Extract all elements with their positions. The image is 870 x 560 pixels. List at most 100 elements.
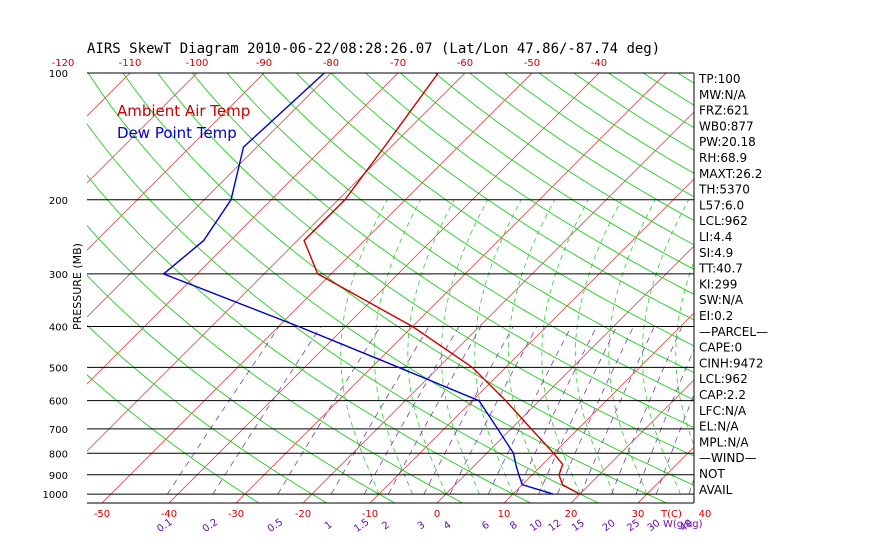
pressure-tick-label: 400 [49,323,68,334]
isotherm-line [87,73,265,251]
stat-item: CAP:2.2 [699,388,746,402]
legend-air-temp: Ambient Air Temp [117,102,250,120]
dry-adiabat [226,73,694,401]
isotherm-line [87,73,399,385]
top-temp-tick-label: -40 [591,58,607,69]
pressure-tick-label: 100 [49,69,68,80]
mixing-ratio-tick-label: 0.5 [266,517,285,535]
stat-item: L57:6.0 [699,198,744,212]
mixing-ratio-tick-label: 4 [442,520,454,533]
pressure-tick-label: 900 [49,471,68,482]
mixing-ratio-tick-label: 30 [646,518,663,534]
dew-point-line [162,73,554,495]
mixing-ratio-tick-label: 0.2 [201,517,220,535]
stat-item: LCL:962 [699,214,748,228]
bottom-temp-tick-label: -30 [228,509,244,520]
top-temp-tick-label: -110 [119,58,142,69]
dry-adiabat [122,73,694,486]
axes: -50 -40 -30 -20 -10 0 10 20 30 40-120 -110 -100 -90-… [52,58,712,535]
stat-item: TP:100 [698,72,741,86]
dry-adiabat [365,73,694,295]
stat-item: CINH:9472 [699,356,764,370]
mixing-ratio-line [580,326,655,495]
mixing-ratio-tick-label: 2 [380,520,392,533]
mixing-ratio-tick-label: 12 [547,518,564,534]
stat-item: TT:40.7 [698,262,743,276]
stat-item: SI:4.9 [699,246,733,260]
mixing-ratio-tick-label: 25 [625,518,642,534]
moist-adiabat [373,199,421,495]
bottom-temp-tick-label: -20 [295,509,311,520]
x-axis-unit-label: T(C) [660,509,682,520]
stat-item: WB0:877 [699,119,754,133]
dry-adiabat [87,374,260,503]
mixing-ratio-tick-label: 3 [416,520,428,533]
bottom-temp-tick-label: -10 [362,509,378,520]
dry-adiabat [261,73,694,374]
bottom-temp-tick-label: -50 [94,509,110,520]
mixing-ratio-tick-label: 8 [508,520,520,533]
pressure-tick-label: 300 [49,270,68,281]
pressure-tick-label: 200 [49,196,68,207]
pressure-tick-label: 500 [49,363,68,374]
moist-adiabat [440,199,488,495]
pressure-tick-label: 1000 [43,490,68,501]
dry-adiabat [87,174,531,503]
stat-item: PW:20.18 [699,135,756,149]
stat-item: CAPE:0 [699,341,742,355]
stat-item: RH:68.9 [699,151,747,165]
stat-item: NOT [699,467,725,481]
moist-adiabat [574,199,622,495]
moist-adiabat [507,199,555,495]
isotherm-line [235,73,667,503]
isotherm-line [87,73,198,184]
isotherm-line [87,73,332,318]
y-axis-label: PRESSURE (MB) [71,243,84,330]
isotherm-line [503,312,694,503]
dry-adiabat [330,73,694,321]
top-temp-tick-label: -50 [524,58,540,69]
isotherm-line [570,379,694,503]
top-temp-tick-label: -90 [256,58,272,69]
stat-item: AVAIL [699,483,733,497]
mixing-ratio-tick-label: 6 [480,520,492,533]
top-temp-tick-label: -60 [457,58,473,69]
stat-item: KI:299 [699,277,737,291]
stat-item: —PARCEL— [699,325,768,339]
isotherm-line [101,73,533,503]
bottom-temp-tick-label: 30 [632,509,645,520]
stat-item: LI:4.4 [699,230,732,244]
stat-item: —WIND— [699,451,757,465]
dry-adiabat [400,73,694,270]
stat-item: SW:N/A [699,293,744,307]
mixing-ratio-tick-label: 20 [601,518,618,534]
stat-item: MW:N/A [699,88,747,102]
isotherm-line [87,73,131,117]
stat-item: LCL:962 [699,372,748,386]
dry-adiabat [469,73,694,222]
stat-item: EL:N/A [699,420,739,434]
stat-item: MAXT:26.2 [699,167,762,181]
isotherm-line [0,73,63,503]
bottom-temp-tick-label: -40 [161,509,177,520]
legend-dew-point: Dew Point Temp [117,124,237,142]
top-temp-tick-label: -120 [52,58,75,69]
bottom-temp-tick-label: 40 [699,509,712,520]
mixing-ratio-line [557,326,634,495]
mixing-ratio-unit-label: W(g/kg) [663,519,703,530]
moist-adiabat [474,199,522,495]
dry-adiabat [191,73,694,429]
isotherm-line [168,73,600,503]
bottom-temp-tick-label: 10 [498,509,511,520]
series-layer [162,73,581,495]
air-temp-line [303,73,581,495]
stat-item: MPL:N/A [699,435,749,449]
isotherm-line [839,73,870,503]
isotherm-line [87,73,466,452]
pressure-tick-label: 700 [49,425,68,436]
bottom-temp-tick-label: 0 [434,509,440,520]
mixing-ratio-tick-label: 15 [570,518,587,534]
bottom-temp-tick-label: 20 [565,509,578,520]
stat-item: LFC:N/A [699,404,747,418]
